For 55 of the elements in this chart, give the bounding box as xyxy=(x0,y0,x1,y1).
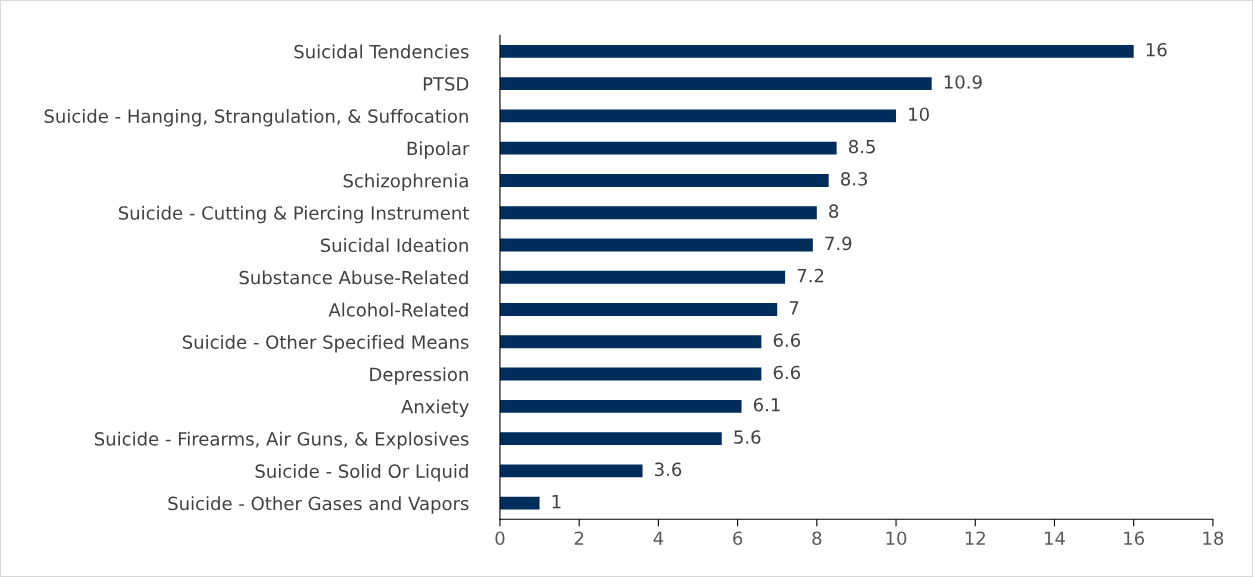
data-label: 6.6 xyxy=(773,365,801,380)
bar xyxy=(499,367,762,381)
bar xyxy=(499,109,897,123)
bar xyxy=(499,270,786,284)
y-tick-label: Schizophrenia xyxy=(343,173,468,192)
x-tick-label: 10 xyxy=(886,531,907,546)
bar xyxy=(499,141,837,155)
x-tick-label: 0 xyxy=(495,531,505,546)
y-tick-label: PTSD xyxy=(423,77,469,91)
y-tick-label: Suicide - Solid Or Liquid xyxy=(255,464,468,482)
data-label: 10 xyxy=(909,107,929,122)
data-label: 6.1 xyxy=(753,397,780,412)
bar xyxy=(499,173,829,187)
x-tick-label: 8 xyxy=(812,531,822,546)
bar xyxy=(499,335,762,349)
data-label: 1 xyxy=(552,494,561,509)
x-tick-label: 12 xyxy=(965,531,985,545)
y-tick-label: Suicide - Other Gases and Vapors xyxy=(168,496,469,514)
x-tick-label: 4 xyxy=(653,531,664,545)
data-label: 8.5 xyxy=(848,139,875,154)
y-tick-label: Depression xyxy=(370,367,468,385)
x-tick-label: 18 xyxy=(1203,531,1224,546)
data-label: 10.9 xyxy=(944,75,982,89)
bar xyxy=(499,464,643,478)
y-tick-label: Substance Abuse-Related xyxy=(239,270,468,285)
data-label: 7.2 xyxy=(797,268,824,283)
data-label: 16 xyxy=(1146,42,1167,57)
bar xyxy=(499,206,817,220)
data-label: 7.9 xyxy=(825,236,852,251)
bar xyxy=(499,77,932,91)
bar xyxy=(499,432,722,446)
y-tick-label: Suicidal Ideation xyxy=(320,238,468,253)
bar xyxy=(499,399,742,413)
data-label: 7 xyxy=(789,301,799,315)
x-tick-label: 2 xyxy=(574,531,584,545)
x-tick-label: 6 xyxy=(733,531,743,546)
bar xyxy=(499,238,813,252)
bar xyxy=(499,303,778,316)
bar xyxy=(499,44,1134,58)
y-tick-label: Suicide - Hanging, Strangulation, & Suffocation xyxy=(44,109,468,127)
x-tick-label: 16 xyxy=(1124,531,1145,546)
data-label: 3.6 xyxy=(655,462,682,477)
y-tick-label: Alcohol-Related xyxy=(328,302,468,317)
bar xyxy=(499,496,540,510)
data-label: 8 xyxy=(829,204,839,218)
y-tick-label: Suicidal Tendencies xyxy=(294,44,469,59)
x-tick-label: 14 xyxy=(1044,531,1065,545)
y-tick-label: Bipolar xyxy=(407,141,470,159)
y-tick-label: Anxiety xyxy=(401,399,469,417)
y-tick-label: Suicide - Other Specified Means xyxy=(182,334,469,353)
data-label: 8.3 xyxy=(841,172,868,186)
y-tick-label: Suicide - Cutting & Piercing Instrument xyxy=(118,205,469,224)
data-label: 5.6 xyxy=(734,430,761,444)
y-tick-label: Suicide - Firearms, Air Guns, & Explosives xyxy=(94,431,469,450)
data-label: 6.6 xyxy=(773,333,801,348)
